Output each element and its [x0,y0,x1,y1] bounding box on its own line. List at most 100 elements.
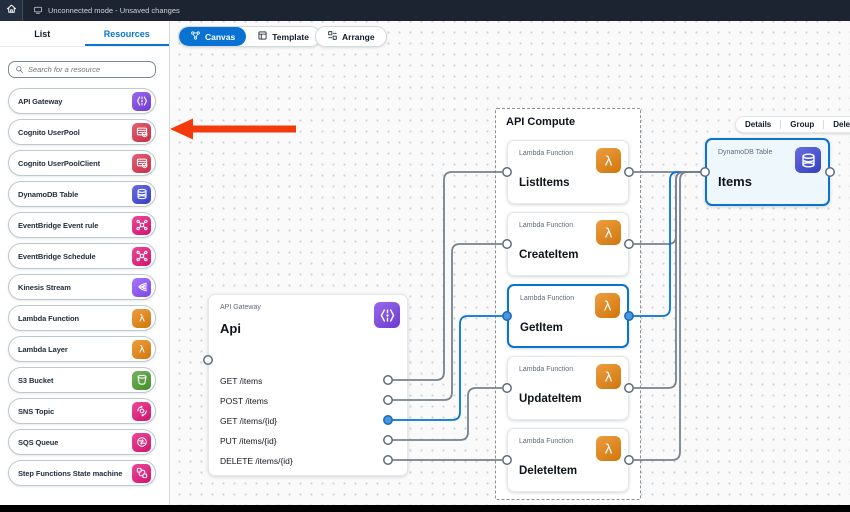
home-button[interactable] [0,0,23,21]
resource-eventbridge-schedule[interactable]: EventBridge Schedule [8,243,156,269]
resource-label: S3 Bucket [18,375,54,385]
card-lambda-createitem[interactable]: Lambda Function CreateItem λ [507,212,629,276]
card-title: UpdateItem [519,393,582,405]
resource-lambda-function[interactable]: Lambda Function λ [8,305,156,331]
svg-text:λ: λ [604,441,612,457]
route-put-items-id[interactable]: PUT /items/{id} [220,436,277,446]
dynamodb-icon [795,147,821,173]
connection-status: Unconnected mode - Unsaved changes [23,0,180,21]
svg-text:λ: λ [139,345,145,356]
card-title: Items [718,174,752,189]
route-post-items[interactable]: POST /items [220,396,269,406]
arrange-icon [327,30,338,43]
kinesis-icon [132,277,151,297]
card-title: DeleteItem [519,465,578,477]
resource-cognito-userpool[interactable]: Cognito UserPool [8,119,156,145]
resource-api-gateway[interactable]: API Gateway [8,88,156,114]
api-gateway-icon [132,91,151,111]
resource-dynamodb-table[interactable]: DynamoDB Table [8,181,156,207]
card-lambda-getitem[interactable]: Lambda Function GetItem λ [507,284,629,348]
resource-label: EventBridge Schedule [18,251,96,261]
sidebar-tabs: List Resources [0,21,169,47]
card-title: CreateItem [519,249,579,261]
route-get-items-id[interactable]: GET /items/{id} [220,416,278,426]
api-gateway-icon [374,302,400,328]
resource-step-functions-state-machine[interactable]: Step Functions State machine [8,460,156,486]
resource-label: Lambda Function [18,313,79,323]
tab-list[interactable]: List [34,29,51,39]
lambda-icon: λ [596,436,621,461]
resource-cognito-userpoolclient[interactable]: Cognito UserPoolClient [8,150,156,176]
resource-label: SQS Queue [18,437,59,447]
resource-label: SNS Topic [18,406,55,416]
details-button[interactable]: Details [745,120,772,129]
card-title: ListItems [519,177,570,189]
card-type-label: Lambda Function [519,222,574,229]
lambda-icon: λ [132,308,151,328]
svg-text:λ: λ [139,314,145,325]
svg-text:λ: λ [604,225,612,241]
sidebar: List Resources API Gateway Cognito UserPoo… [0,21,170,505]
home-icon [5,2,18,20]
canvas-icon [190,30,201,43]
search-icon [15,61,24,79]
group-button[interactable]: Group [780,120,823,129]
lambda-icon: λ [132,339,151,359]
group-title: API Compute [506,116,576,128]
arrange-label: Arrange [342,31,375,42]
canvas-view-button[interactable]: Canvas [179,27,247,46]
lambda-icon: λ [595,293,620,318]
resource-s3-bucket[interactable]: S3 Bucket [8,367,156,393]
resource-label: EventBridge Event rule [18,220,99,230]
card-lambda-updateitem[interactable]: Lambda Function UpdateItem λ [507,356,629,420]
sqs-icon [132,432,151,452]
card-dynamodb-items[interactable]: DynamoDB Table Items [705,138,830,206]
eventbridge-icon [132,246,151,266]
card-lambda-deleteitem[interactable]: Lambda Function DeleteItem λ [507,428,629,492]
svg-text:λ: λ [604,153,612,169]
card-lambda-listitems[interactable]: Lambda Function ListItems λ [507,140,629,204]
card-type-label: Lambda Function [520,295,575,302]
eventbridge-icon [132,215,151,235]
card-api-gateway[interactable]: API Gateway Api GET /items POST /items GET… [208,294,408,476]
resource-lambda-layer[interactable]: Lambda Layer λ [8,336,156,362]
route-delete-items-id[interactable]: DELETE /items/{id} [220,456,293,466]
resource-label: Cognito UserPoolClient [18,158,100,168]
search-box [8,61,156,78]
resource-sqs-queue[interactable]: SQS Queue [8,429,156,455]
route-get-items[interactable]: GET /items [220,376,263,386]
resource-label: Step Functions State machine [18,468,123,478]
template-icon [257,30,268,43]
lambda-icon: λ [596,364,621,389]
resource-sns-topic[interactable]: SNS Topic [8,398,156,424]
status-text: Unconnected mode - Unsaved changes [48,6,180,15]
stepfunctions-icon [132,463,151,483]
svg-text:λ: λ [604,369,612,385]
cognito-icon [132,153,151,173]
card-type-label: API Gateway [220,304,261,311]
template-view-button[interactable]: Template [246,27,320,46]
search-input[interactable] [28,65,149,74]
s3-bucket-icon [132,370,151,390]
lambda-icon: λ [596,220,621,245]
canvas-view-label: Canvas [205,31,236,42]
delete-button[interactable]: Delete [823,120,850,129]
card-title: Api [220,321,241,336]
sns-icon [132,401,151,421]
disconnected-icon [33,5,43,17]
tab-resources[interactable]: Resources [84,21,169,46]
resource-eventbridge-event-rule[interactable]: EventBridge Event rule [8,212,156,238]
resource-label: Lambda Layer [18,344,68,354]
top-bar: Unconnected mode - Unsaved changes [0,0,850,21]
resource-kinesis-stream[interactable]: Kinesis Stream [8,274,156,300]
card-type-label: Lambda Function [519,438,574,445]
arrange-button[interactable]: Arrange [315,26,387,47]
selection-toolbar: Details GroupDelete [735,116,850,133]
cognito-icon [132,122,151,142]
bottom-edge [0,505,850,512]
resource-label: Cognito UserPool [18,127,80,137]
view-switcher: Canvas Template [178,26,321,47]
card-type-label: Lambda Function [519,366,574,373]
card-type-label: Lambda Function [519,150,574,157]
